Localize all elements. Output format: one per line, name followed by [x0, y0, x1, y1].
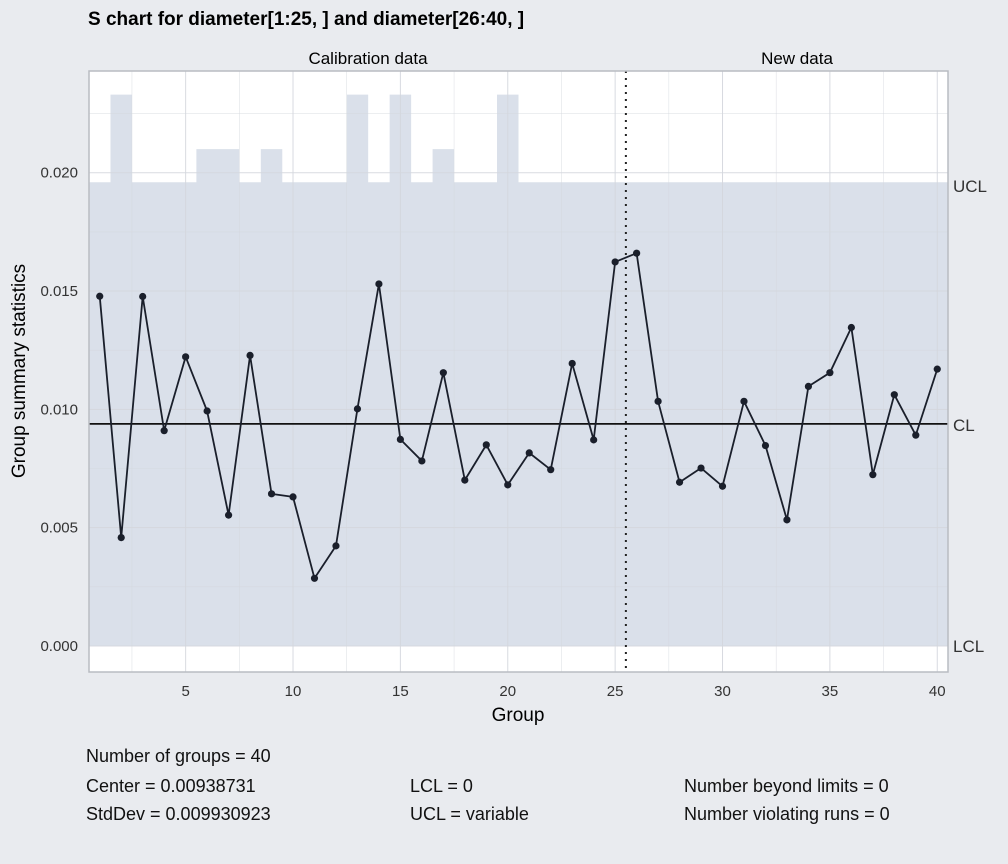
control-band-area: [89, 94, 948, 646]
data-point: [439, 369, 447, 377]
data-point: [783, 516, 791, 524]
y-tick-label: 0.020: [40, 165, 78, 182]
y-tick-label: 0.015: [40, 283, 78, 300]
data-point: [117, 534, 125, 542]
data-point: [740, 397, 748, 405]
data-point: [761, 441, 770, 450]
y-axis-title: Group summary statistics: [9, 264, 30, 478]
y-tick-label: 0.010: [40, 401, 78, 418]
data-point: [804, 382, 813, 391]
data-point: [718, 482, 727, 490]
control-limit-band: [89, 94, 948, 646]
ucl-label: UCL: [953, 177, 987, 196]
x-tick-label: 40: [929, 683, 946, 700]
x-tick-label: 35: [822, 683, 839, 700]
stat-ucl: UCL = variable: [410, 804, 529, 824]
stat-beyond-limits: Number beyond limits = 0: [684, 776, 889, 796]
grid: [89, 71, 948, 672]
data-point: [224, 511, 233, 519]
data-point: [418, 457, 426, 465]
data-point: [353, 405, 362, 413]
stat-number-of-groups: Number of groups = 40: [86, 746, 271, 766]
x-tick-label: 5: [181, 683, 189, 700]
stat-violating-runs: Number violating runs = 0: [684, 804, 890, 824]
data-point: [96, 292, 104, 300]
data-point: [160, 427, 168, 435]
lcl-label: LCL: [953, 637, 984, 656]
y-tick-label: 0.005: [40, 520, 78, 537]
data-point: [139, 292, 147, 301]
series-statistics: [96, 249, 941, 582]
stat-stddev: StdDev = 0.009930923: [86, 804, 271, 824]
data-point: [482, 441, 490, 449]
data-point: [590, 436, 598, 444]
data-point: [611, 258, 619, 266]
data-point: [568, 359, 576, 368]
stat-center: Center = 0.00938731: [86, 776, 256, 796]
data-point: [289, 493, 297, 501]
data-point: [182, 353, 190, 361]
data-point: [504, 481, 512, 489]
x-tick-label: 20: [499, 683, 516, 700]
panel-label-calibration: Calibration data: [308, 49, 428, 68]
data-point: [310, 574, 319, 582]
y-tick-label: 0.000: [40, 638, 78, 655]
data-point: [633, 249, 641, 257]
x-tick-label: 30: [714, 683, 731, 700]
data-point: [332, 542, 340, 550]
series-line: [98, 252, 939, 580]
panel-label-new: New data: [761, 49, 833, 68]
chart-title: S chart for diameter[1:25, ] and diamete…: [88, 9, 524, 30]
data-point: [203, 407, 211, 415]
data-point: [869, 471, 877, 479]
data-point: [912, 431, 920, 439]
plot-border: [88, 70, 949, 673]
data-point: [461, 476, 469, 484]
data-point: [246, 351, 254, 360]
stat-lcl: LCL = 0: [410, 776, 473, 796]
x-axis-ticks: 5 10 15 20 25 30 35 40: [181, 683, 945, 700]
cl-label: CL: [953, 416, 975, 435]
reference-lines: [89, 71, 948, 672]
data-point: [675, 478, 684, 486]
data-point: [826, 369, 834, 377]
data-point: [654, 397, 662, 405]
x-tick-label: 25: [607, 683, 624, 700]
data-point: [933, 365, 941, 373]
data-point: [890, 391, 898, 399]
data-point: [847, 323, 855, 332]
data-point: [547, 466, 555, 474]
data-point: [267, 490, 276, 498]
data-point: [525, 449, 533, 457]
x-axis-title: Group: [492, 705, 545, 726]
data-point: [697, 464, 705, 472]
x-tick-label: 15: [392, 683, 409, 700]
x-tick-label: 10: [285, 683, 302, 700]
y-axis-ticks: 0.000 0.005 0.010 0.015 0.020: [40, 165, 78, 655]
data-point: [396, 435, 404, 444]
data-point: [375, 280, 383, 288]
